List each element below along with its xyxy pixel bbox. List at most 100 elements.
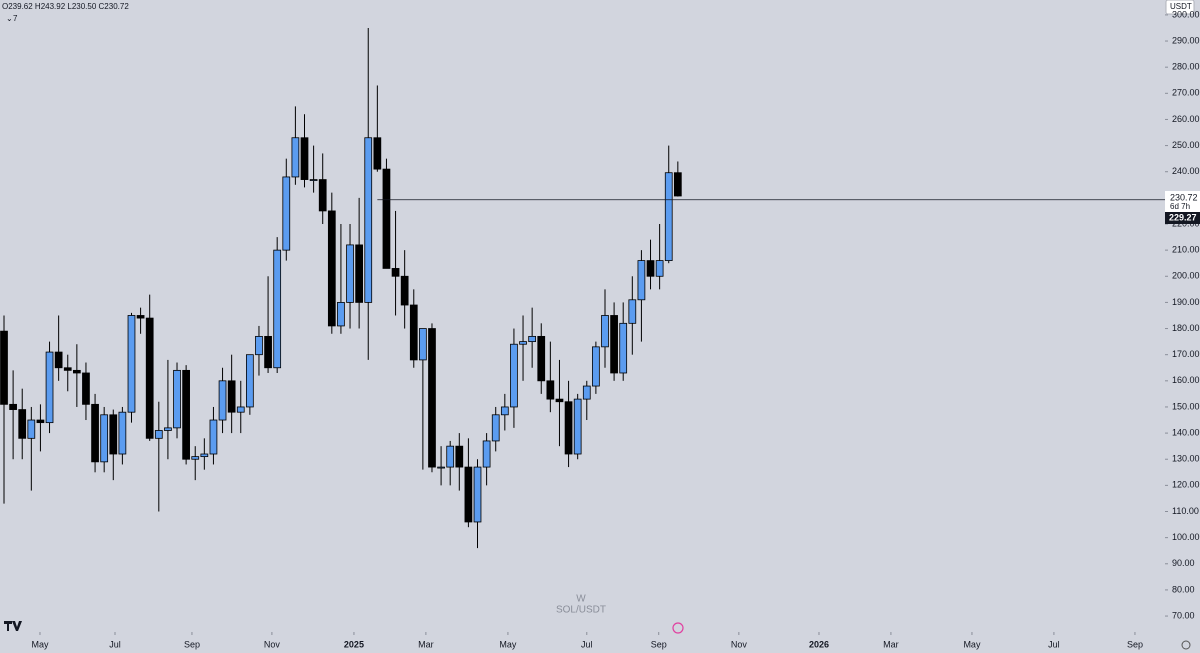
candle-body xyxy=(655,260,664,277)
y-tick-label: 120.00 xyxy=(1172,480,1200,490)
logo[interactable] xyxy=(4,621,22,631)
candle-body xyxy=(455,445,464,468)
candle-body xyxy=(145,317,154,439)
candle-body xyxy=(54,351,63,369)
candle-body xyxy=(200,453,209,458)
candle-body xyxy=(409,304,418,361)
x-tick-label: Nov xyxy=(731,639,748,649)
y-tick-label: 250.00 xyxy=(1172,140,1200,150)
candle-body xyxy=(264,335,272,369)
y-tick-label: 110.00 xyxy=(1172,506,1199,516)
candle-body xyxy=(82,372,90,405)
candle-body xyxy=(619,322,628,374)
x-tick-label: Nov xyxy=(264,639,281,649)
candle-body xyxy=(437,466,445,469)
candle-body xyxy=(36,419,45,424)
y-tick-label: 130.00 xyxy=(1172,454,1200,464)
candle-body xyxy=(391,268,400,277)
y-tick-label: 80.00 xyxy=(1172,584,1195,594)
candle-body xyxy=(100,414,109,463)
candle-body xyxy=(628,299,637,324)
x-tick-label: May xyxy=(963,639,981,649)
candle-body xyxy=(601,315,609,348)
candle-body xyxy=(327,210,336,327)
candle-body xyxy=(473,466,482,523)
candle-body xyxy=(564,401,573,455)
candle-body xyxy=(637,260,646,301)
y-tick-label: 100.00 xyxy=(1172,532,1200,542)
y-tick-label: 200.00 xyxy=(1172,271,1200,281)
settings-icon[interactable] xyxy=(1181,640,1191,650)
x-tick-label: May xyxy=(499,639,517,649)
hline-label: 229.27 xyxy=(1169,212,1197,222)
x-tick-label: 2025 xyxy=(344,639,364,649)
y-tick-label: 160.00 xyxy=(1172,375,1200,385)
candle-body xyxy=(191,456,200,460)
y-tick-label: 150.00 xyxy=(1172,401,1200,411)
candle-body xyxy=(63,367,72,371)
indicators-count[interactable]: 7 xyxy=(13,14,18,23)
y-tick-label: 290.00 xyxy=(1172,35,1200,45)
y-tick-label: 210.00 xyxy=(1172,245,1200,255)
candle-body xyxy=(528,335,537,343)
candle-body xyxy=(537,335,546,382)
candle-body xyxy=(428,328,436,468)
y-tick-label: 140.00 xyxy=(1172,427,1200,437)
candle-body xyxy=(9,403,17,410)
currency-box[interactable] xyxy=(1165,0,1195,15)
candle-body xyxy=(346,244,354,303)
candle-body xyxy=(218,380,227,421)
candle-body xyxy=(646,260,655,277)
indicator-chevron[interactable]: ⌄ xyxy=(6,14,13,23)
candle-body xyxy=(582,385,591,400)
candle-body xyxy=(464,466,473,523)
candle-body xyxy=(136,315,145,319)
y-tick-label: 270.00 xyxy=(1172,88,1200,98)
candle-body xyxy=(318,179,327,212)
y-tick-label: 90.00 xyxy=(1172,558,1195,568)
candle-body xyxy=(227,380,236,413)
event-icon[interactable] xyxy=(672,622,684,634)
candle-body xyxy=(118,411,127,455)
watermark-interval: W xyxy=(576,594,586,605)
candle-body xyxy=(127,315,136,413)
candle-body xyxy=(482,440,491,468)
candle-body xyxy=(27,419,36,439)
candle-body xyxy=(446,445,455,468)
x-tick-label: Jul xyxy=(1048,639,1060,649)
x-tick-label: Jul xyxy=(109,639,121,649)
candle-body xyxy=(154,430,163,439)
candle-body xyxy=(291,137,300,178)
y-tick-label: 240.00 xyxy=(1172,166,1200,176)
candle-body xyxy=(173,369,181,429)
y-tick-label: 190.00 xyxy=(1172,297,1200,307)
candle-body xyxy=(109,414,118,455)
candle-body xyxy=(182,369,190,460)
x-tick-label: 2026 xyxy=(809,639,829,649)
x-tick-label: May xyxy=(31,639,49,649)
x-tick-label: Sep xyxy=(184,639,200,649)
last-price-box xyxy=(1165,191,1200,212)
candle-body xyxy=(373,137,382,170)
candle-body xyxy=(500,406,509,416)
ohlc-legend: O239.62 H243.92 L230.50 C230.72 xyxy=(2,2,129,11)
candle-body xyxy=(610,315,618,374)
candle-body xyxy=(72,369,81,374)
currency[interactable]: USDT xyxy=(1170,2,1192,11)
x-tick-label: Mar xyxy=(883,639,899,649)
countdown: 6d 7h xyxy=(1170,202,1190,211)
y-tick-label: 170.00 xyxy=(1172,349,1200,359)
hline-label-box xyxy=(1165,212,1200,224)
candle-body xyxy=(664,172,673,261)
candle-body xyxy=(337,302,345,327)
candle-body xyxy=(18,409,27,439)
candle-body xyxy=(573,398,582,455)
candle-body xyxy=(555,398,564,403)
candle-body xyxy=(355,244,363,303)
y-tick-label: 70.00 xyxy=(1172,610,1195,620)
candle-body xyxy=(273,249,282,369)
candle-body xyxy=(300,137,309,180)
candle-body xyxy=(364,137,373,303)
